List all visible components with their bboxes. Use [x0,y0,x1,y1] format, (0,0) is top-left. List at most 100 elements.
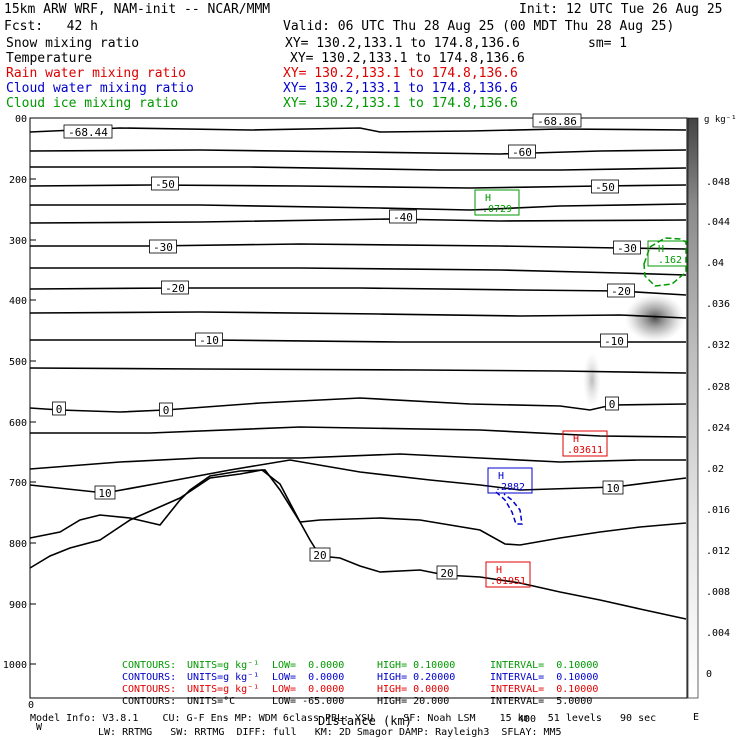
contour-label-box [436,565,458,580]
model-title: 15km ARW WRF, NAM-init -- NCAR/MMM [4,2,271,17]
field-xy-cloud-ice: XY= 130.2,133.1 to 174.8,136.6 [283,96,518,111]
contour-label: -68.44 [68,126,108,139]
corner-east: E [693,712,700,723]
contour-label: 20 [313,549,326,562]
contour-label: -20 [165,282,185,295]
contour-label: -30 [153,241,173,254]
contour-label-box [508,144,536,159]
contour-info-high: HIGH= 20.000 [377,696,450,707]
contour-label-box [52,401,66,416]
contour-label-box [607,283,635,298]
contour-info-units: UNITS=g kg⁻¹ [187,672,260,683]
contour-label: 10 [98,487,111,500]
maximum-box [487,467,533,494]
contour-label: 20 [440,567,453,580]
maximum-value: .03611 [567,445,603,456]
cloud-water-contour [495,491,523,525]
forecast-hour: Fcst: 42 h [4,19,98,34]
contour-label: -20 [611,285,631,298]
colorbar-tick-label: .012 [706,546,730,557]
snow-shading-trail [583,352,601,408]
contour-label: 0 [609,398,616,411]
cloud-ice-contour [643,237,687,287]
contour-info-low: LOW= 0.0000 [272,672,345,683]
contour-label-box [161,280,189,295]
colorbar-tick-label: .008 [706,587,730,598]
y-tick-label: 00 [15,114,27,125]
y-tick-label: 600 [9,418,27,429]
contour-label: -68.86 [537,115,577,128]
colorbar-tick-label: .028 [706,382,730,393]
maximum-h-label: H [573,434,579,445]
contour-label-box [149,239,177,254]
field-name-cloud-ice: Cloud ice mixing ratio [6,96,179,111]
contour-label: -30 [617,242,637,255]
colorbar-tick-label: .04 [706,258,724,269]
contour-info-units: UNITS=°C [187,696,236,707]
x-axis-label: Distance (km) [318,714,412,728]
y-axis-ticks: 00 200 300 400 500 600 700 800 900 1000 [3,114,36,671]
footer-physics: LW: RRTMG SW: RRTMG DIFF: full KM: 2D Sm… [98,727,562,738]
maximum-h-label: H [485,193,491,204]
colorbar-tick-label: .036 [706,299,730,310]
y-tick-label: 1000 [3,660,27,671]
init-time: Init: 12 UTC Tue 26 Aug 25 [519,2,723,17]
contour-label-box [600,333,628,348]
y-tick-label: 300 [9,236,27,247]
colorbar [687,117,699,699]
colorbar-tick-label: .032 [706,340,730,351]
contour-label: -50 [155,178,175,191]
maximum-h-label: H [498,471,504,482]
contour-label: -10 [199,334,219,347]
y-tick-label: 400 [9,296,27,307]
contour-label-box [605,396,619,411]
colorbar-ticks: 0 .004 .008 .012 .016 .02 .024 .028 .032 .036 .04.… [706,177,730,680]
contour-label-box [389,209,417,224]
colorbar-tick-label: .016 [706,505,730,516]
contour-info-contours: CONTOURS: [122,696,177,707]
snow-shading-core [625,294,685,342]
contour-label-box [94,485,116,500]
contour-info-contours: CONTOURS: [122,660,177,671]
maximum-h-label: H [658,244,664,255]
contour-info-low: LOW= -65.000 [272,696,345,707]
y-tick-label: 200 [9,175,27,186]
contour-label-box [309,547,331,562]
field-xy-rain: XY= 130.2,133.1 to 174.8,136.6 [283,66,518,81]
contour-info-units: UNITS=g kg⁻¹ [187,660,260,671]
maximum-value: .01951 [490,576,526,587]
maximum-h-label: H [496,565,502,576]
x-axis-left-value: 0 [28,700,35,711]
contour-label-box [613,240,641,255]
field-xy-cloud-water: XY= 130.2,133.1 to 174.8,136.6 [283,81,518,96]
colorbar-unit: g kg⁻¹ [704,115,737,125]
y-tick-label: 900 [9,600,27,611]
contour-label-box [591,179,619,194]
maximum-box [474,189,520,216]
y-tick-label: 500 [9,357,27,368]
contour-info-contours: CONTOURS: [122,672,177,683]
colorbar-tick-label: .048 [706,177,730,188]
colorbar-tick-label: .044 [706,217,730,228]
colorbar-tick-label: .02 [706,464,724,475]
contour-info-interval: INTERVAL= 0.10000 [490,660,599,671]
maximum-value: .2882 [495,482,525,493]
field-xy-temperature: XY= 130.2,133.1 to 174.8,136.6 [290,51,525,66]
contour-info-interval: INTERVAL= 0.10000 [490,672,599,683]
x-axis-right-value: 400 [518,714,537,725]
contour-label-box [195,332,223,347]
colorbar-tick-label: .004 [706,628,730,639]
field-name-cloud-water: Cloud water mixing ratio [6,81,194,96]
contour-label-box [63,124,113,139]
contour-info-low: LOW= 0.0000 [272,660,345,671]
contour-info-interval: INTERVAL= 5.0000 [490,696,593,707]
contour-label-box [159,402,173,417]
maximum-box [485,561,531,588]
contour-info-high: HIGH= 0.10000 [377,660,456,671]
contour-info-contours: CONTOURS: [122,684,177,695]
colorbar-tick-label: .024 [706,423,730,434]
contour-label-box [602,480,624,495]
contour-label: 10 [606,482,619,495]
